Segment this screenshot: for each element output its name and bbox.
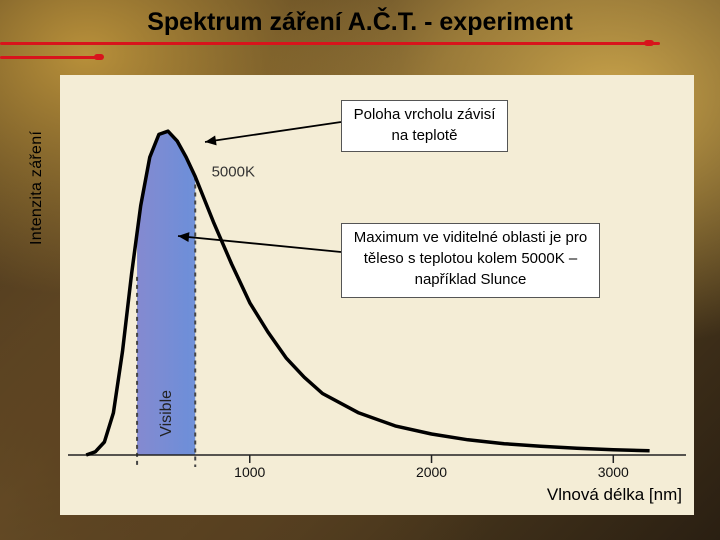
arrow-to-visible-head [178,232,190,243]
x-tick-group: 1000 2000 3000 [234,455,629,480]
radiation-spectrum-chart: Visible 5000K 1000 2000 3000 [68,121,686,480]
x-tick-label-3000: 3000 [598,464,629,480]
y-axis-label: Intenzita záření [28,130,45,245]
spectrum-curve-group: 5000K [85,129,650,457]
visible-band-fill [137,131,196,455]
slide-title: Spektrum záření A.Č.T. - experiment [147,8,573,36]
series-5000k-label: 5000K [212,164,255,181]
series-5000k-line [85,129,650,457]
accent-line-lower [0,56,100,59]
visible-band-label: Visible [158,390,175,437]
x-axis-label: Vlnová délka [nm] [546,485,682,504]
accent-dot-upper [644,40,654,46]
x-tick-label-2000: 2000 [416,464,447,480]
arrow-to-peak-head [205,135,217,146]
callout-arrows [177,121,342,253]
callout-peak-position: Poloha vrcholu závisí na teplotě [341,100,508,152]
arrow-to-visible-shaft [177,235,342,253]
callout-visible-maximum: Maximum ve viditelné oblasti je pro těle… [341,223,600,298]
visible-band: Visible [136,131,197,467]
arrow-to-peak-shaft [204,121,342,143]
accent-line-upper [0,42,660,45]
x-tick-label-1000: 1000 [234,464,265,480]
accent-dot-lower [94,54,104,60]
